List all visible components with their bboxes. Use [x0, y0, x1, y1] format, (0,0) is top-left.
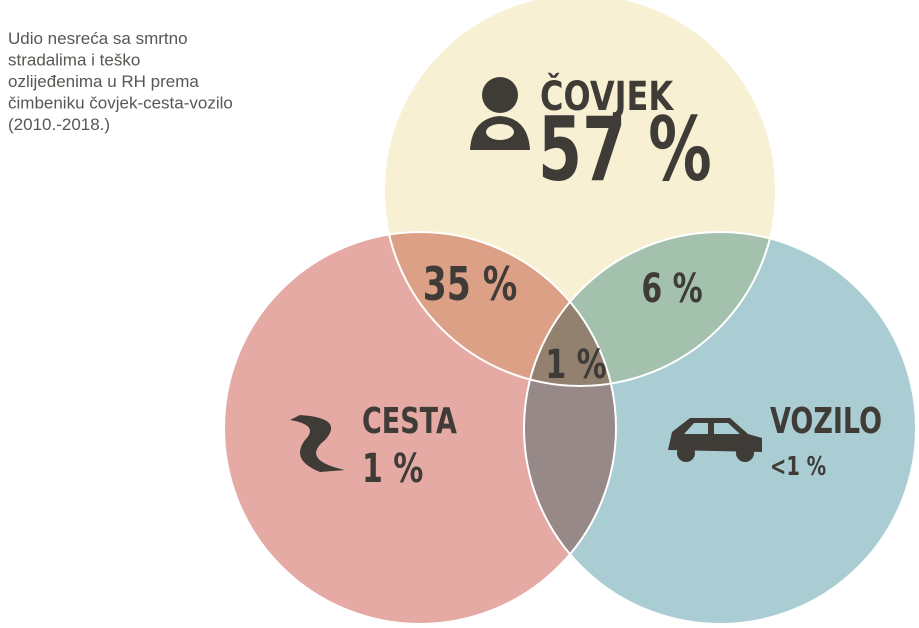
circle-covjek: [384, 0, 776, 386]
circle-outline: [523, 231, 917, 625]
circle-outline: [383, 0, 777, 387]
vozilo-label: VOZILO: [770, 399, 882, 442]
overlap-all: 1 %: [545, 342, 606, 388]
road-icon: [290, 415, 345, 472]
overlap-covjek-cesta: 35 %: [423, 257, 518, 311]
circle-outline: [223, 231, 617, 625]
labels: ČOVJEK 57 % 35 % 6 % 1 % CESTA 1 % VOZIL…: [362, 72, 882, 492]
overlap-covjek-vozilo: 6 %: [641, 266, 702, 312]
covjek-share: 57 %: [538, 100, 712, 202]
title: Udio nesreća sa smrtno stradalima i teško…: [8, 29, 233, 134]
cesta-label: CESTA: [362, 399, 457, 442]
covjek-label: ČOVJEK: [540, 72, 675, 119]
title-line: ozlijeđenima u RH prema: [8, 72, 199, 91]
cesta-share: 1 %: [362, 446, 423, 492]
title-line: čimbeniku čovjek-cesta-vozilo: [8, 94, 233, 113]
title-line: (2010.-2018.): [8, 115, 110, 134]
title-line: Udio nesreća sa smrtno: [8, 29, 188, 48]
vozilo-share: <1 %: [770, 452, 826, 481]
car-icon: [668, 418, 762, 462]
person-icon: [470, 77, 530, 150]
title-line: stradalima i teško: [8, 51, 140, 70]
